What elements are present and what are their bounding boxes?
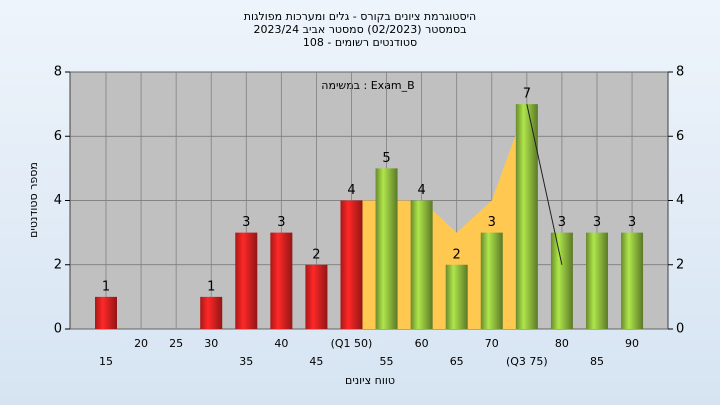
x-tick-label: 65 [450, 355, 464, 368]
bar [340, 200, 363, 329]
bar [375, 168, 398, 329]
y2-tick-label: 6 [676, 129, 684, 144]
data-label: 3 [242, 215, 250, 230]
y2-tick-label: 4 [676, 193, 684, 208]
bar [410, 200, 433, 329]
y-axis-label: מספר סטודנטים [27, 162, 40, 238]
bar [480, 232, 503, 329]
data-label: 1 [102, 279, 110, 294]
bar [305, 264, 328, 329]
x-tick-label: (Q1 50) [331, 337, 373, 350]
data-label: 2 [312, 247, 320, 262]
bar [95, 296, 117, 329]
bar [200, 296, 223, 329]
data-label: 3 [277, 215, 285, 230]
x-tick-label: 35 [239, 355, 253, 368]
x-tick-label: 25 [169, 337, 183, 350]
data-label: 3 [558, 215, 566, 230]
x-tick-label: 60 [415, 337, 429, 350]
title-line: בסמסטר (02/2023) סמסטר אביב 2023/24 [253, 23, 466, 36]
bar [270, 232, 293, 329]
x-axis-label: טווח ציונים [345, 374, 395, 387]
data-label: 4 [347, 183, 355, 198]
x-tick-label: 20 [134, 337, 148, 350]
x-tick-label: 40 [274, 337, 288, 350]
x-tick-label: 80 [555, 337, 569, 350]
y-tick-label: 4 [54, 193, 62, 208]
x-tick-label: 90 [625, 337, 639, 350]
bar [585, 232, 608, 329]
bar [515, 104, 538, 329]
x-tick-label: 70 [485, 337, 499, 350]
y2-tick-label: 8 [676, 65, 684, 80]
data-label: 1 [207, 279, 215, 294]
data-label: 3 [488, 215, 496, 230]
y-tick-label: 2 [54, 257, 62, 272]
data-label: 4 [417, 183, 425, 198]
y2-tick-label: 2 [676, 257, 684, 272]
x-tick-label: 85 [590, 355, 604, 368]
x-tick-label: 30 [204, 337, 218, 350]
x-tick-label: 55 [380, 355, 394, 368]
title-line: סטודנטים רשומים - 108 [303, 36, 417, 49]
bar [235, 232, 258, 329]
x-tick-label: 15 [99, 355, 113, 368]
data-label: 3 [593, 215, 601, 230]
x-tick-label: 45 [309, 355, 323, 368]
data-label: 7 [523, 87, 531, 102]
bar [445, 264, 468, 329]
x-tick-label: (Q3 75) [506, 355, 548, 368]
annotation: במשימה : Exam_B [321, 79, 414, 92]
bar [550, 232, 573, 329]
data-label: 3 [628, 215, 636, 230]
y-tick-label: 8 [54, 65, 62, 80]
title-line: היסטוגרמת ציונים בקורס - גלים ומערכות מפ… [244, 10, 476, 23]
data-label: 2 [453, 247, 461, 262]
y-tick-label: 6 [54, 129, 62, 144]
y-tick-label: 0 [54, 322, 62, 337]
y2-tick-label: 0 [676, 322, 684, 337]
bar [621, 232, 644, 329]
trend-line [526, 104, 563, 265]
data-label: 5 [382, 151, 390, 166]
